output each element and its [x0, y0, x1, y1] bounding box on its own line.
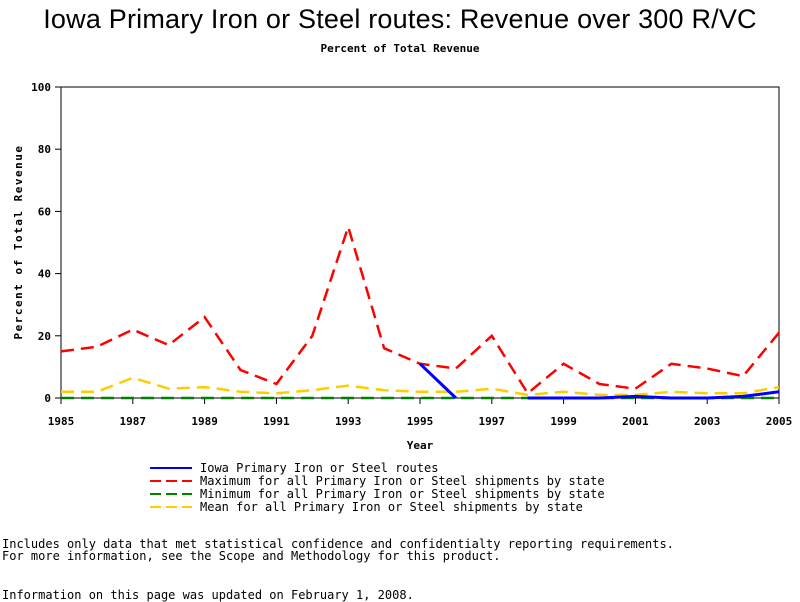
x-axis: 1985 1987 1989 1991 1993 1995 1997 1999 2001 2003…	[48, 398, 793, 428]
y-tick-label: 40	[38, 268, 51, 281]
x-tick-label: 1995	[407, 415, 434, 428]
x-tick-label: 1997	[479, 415, 506, 428]
y-tick-label: 80	[38, 143, 51, 156]
y-tick-label: 0	[44, 392, 51, 405]
legend-label: Minimum for all Primary Iron or Steel sh…	[200, 486, 605, 501]
line-chart: 0 20 40 60 80 100 1985 1987 1989 1991 1993 1995 199…	[12, 81, 793, 452]
legend-label: Iowa Primary Iron or Steel routes	[200, 460, 439, 475]
y-tick-label: 100	[31, 81, 51, 94]
x-tick-label: 2005	[766, 415, 793, 428]
footnote-updated: Information on this page was updated on …	[2, 588, 414, 602]
series-line-0	[527, 390, 780, 400]
x-tick-label: 1987	[120, 415, 147, 428]
x-axis-title: Year	[407, 439, 434, 452]
footnote-confidence: Includes only data that met statistical …	[2, 537, 674, 551]
x-tick-label: 1989	[191, 415, 218, 428]
legend-swatch	[150, 479, 192, 482]
legend-label: Mean for all Primary Iron or Steel shipm…	[200, 499, 583, 514]
series-layer	[60, 222, 780, 400]
y-axis: 0 20 40 60 80 100	[31, 81, 61, 405]
chart-subtitle: Percent of Total Revenue	[320, 42, 480, 55]
y-axis-title: Percent of Total Revenue	[12, 145, 25, 340]
legend-item: Maximum for all Primary Iron or Steel sh…	[150, 473, 605, 488]
x-tick-label: 1999	[550, 415, 577, 428]
x-tick-label: 1993	[335, 415, 362, 428]
legend-swatch	[150, 492, 192, 495]
legend-swatch	[150, 505, 192, 508]
plot-frame	[60, 86, 780, 399]
y-tick-label: 60	[38, 205, 51, 218]
footnote-methodology: For more information, see the Scope and …	[2, 549, 501, 563]
legend-label: Maximum for all Primary Iron or Steel sh…	[200, 473, 605, 488]
series-line-1	[60, 222, 780, 396]
x-tick-label: 2001	[622, 415, 649, 428]
legend-item: Iowa Primary Iron or Steel routes	[150, 460, 605, 475]
legend: Iowa Primary Iron or Steel routes Maximum…	[150, 460, 605, 514]
x-tick-label: 1985	[48, 415, 75, 428]
chart-title: Iowa Primary Iron or Steel routes: Reven…	[43, 4, 757, 34]
y-tick-label: 20	[38, 330, 51, 343]
legend-item: Minimum for all Primary Iron or Steel sh…	[150, 486, 605, 501]
legend-swatch	[150, 466, 192, 469]
legend-item: Mean for all Primary Iron or Steel shipm…	[150, 499, 605, 514]
x-tick-label: 2003	[694, 415, 721, 428]
series-line-3	[61, 376, 780, 397]
series-line-0	[418, 362, 457, 400]
x-tick-label: 1991	[263, 415, 290, 428]
